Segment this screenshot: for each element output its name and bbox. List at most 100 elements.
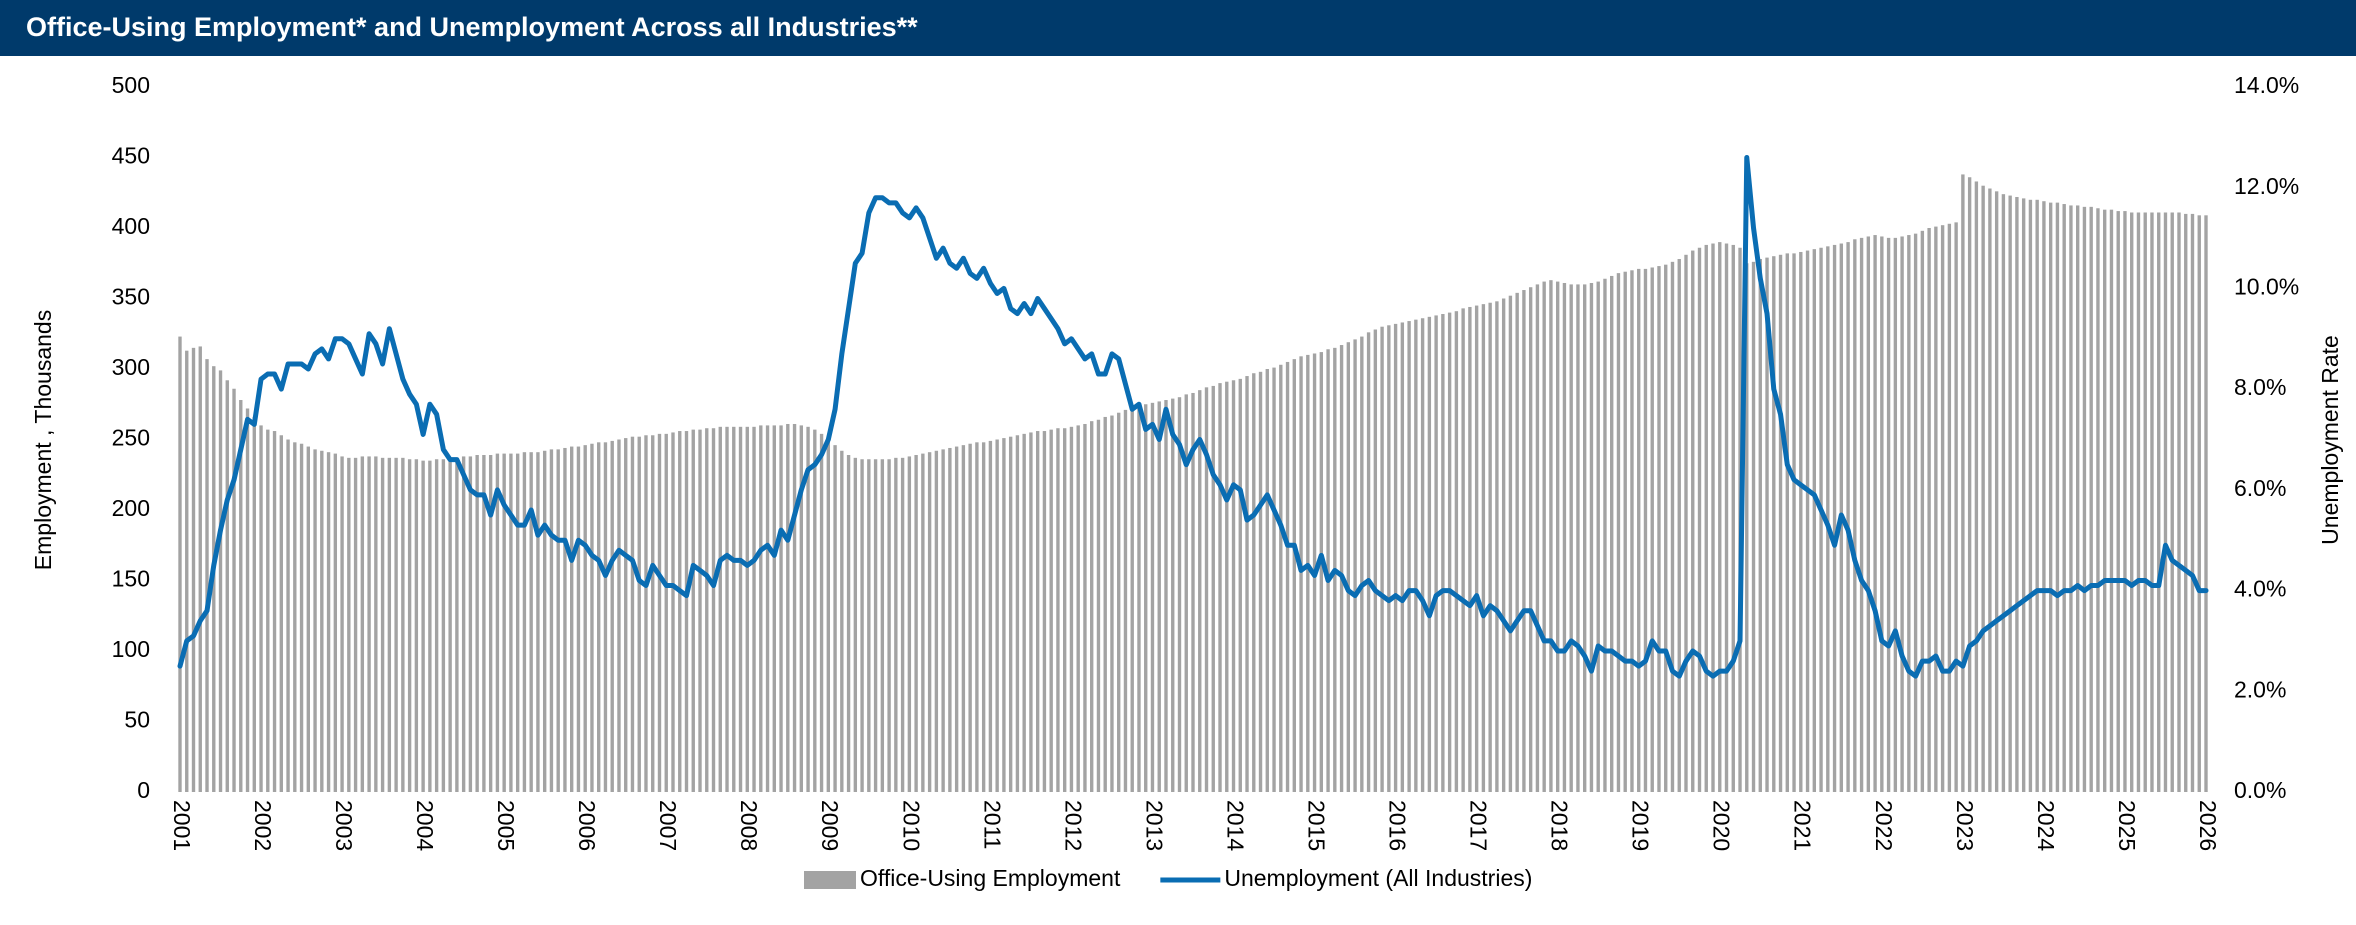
bar bbox=[2163, 212, 2168, 793]
bar bbox=[1441, 314, 1445, 792]
bar bbox=[1616, 273, 1621, 792]
bar bbox=[245, 408, 250, 792]
bar bbox=[1008, 436, 1013, 792]
bar bbox=[853, 457, 858, 792]
bar bbox=[887, 459, 891, 792]
bar bbox=[1893, 237, 1898, 792]
bar bbox=[2197, 215, 2201, 792]
bar bbox=[2042, 201, 2046, 792]
bar bbox=[2055, 202, 2060, 792]
bar bbox=[509, 453, 513, 792]
bar bbox=[1799, 251, 1803, 793]
bar bbox=[576, 446, 581, 792]
bar bbox=[299, 443, 304, 792]
bar bbox=[2130, 212, 2134, 793]
bar bbox=[1380, 326, 1384, 792]
bar bbox=[1569, 284, 1573, 792]
bar bbox=[1785, 253, 1789, 792]
y2-axis-title: Unemployment Rate bbox=[2317, 335, 2343, 545]
bar bbox=[428, 460, 432, 792]
bar bbox=[1035, 431, 1040, 792]
bar bbox=[880, 459, 885, 792]
x-tick-label: 2024 bbox=[2033, 800, 2059, 851]
bar bbox=[1886, 237, 1891, 792]
line bbox=[177, 155, 2209, 679]
bar bbox=[259, 425, 263, 792]
bar bbox=[1940, 225, 1945, 792]
bar bbox=[2028, 199, 2033, 793]
bar bbox=[2021, 198, 2026, 792]
bar bbox=[225, 380, 229, 792]
bar bbox=[1778, 254, 1783, 793]
bar bbox=[1056, 428, 1060, 792]
bar bbox=[1718, 242, 1722, 793]
bar bbox=[1393, 323, 1398, 792]
bar bbox=[232, 388, 236, 792]
bar bbox=[1812, 249, 1816, 792]
bar bbox=[178, 336, 182, 792]
bar bbox=[522, 452, 527, 792]
bar bbox=[1447, 312, 1452, 792]
x-tick-label: 2015 bbox=[1303, 800, 1329, 851]
bar bbox=[1508, 295, 1513, 792]
bar bbox=[711, 428, 716, 792]
bar bbox=[846, 455, 851, 792]
bar bbox=[387, 457, 392, 792]
bar bbox=[495, 453, 500, 792]
bar bbox=[1988, 188, 1992, 792]
bar bbox=[1231, 380, 1236, 792]
x-tick-label: 2018 bbox=[1547, 800, 1573, 851]
bar bbox=[536, 452, 540, 792]
bar bbox=[1090, 421, 1094, 792]
bar bbox=[1697, 247, 1702, 793]
bar bbox=[657, 433, 662, 792]
bar bbox=[1684, 254, 1688, 793]
bar bbox=[1643, 268, 1648, 792]
bar bbox=[678, 431, 682, 792]
bar bbox=[2008, 195, 2012, 792]
bar bbox=[1961, 174, 1965, 793]
bar bbox=[563, 447, 567, 792]
bar bbox=[981, 442, 986, 792]
bar bbox=[1670, 261, 1675, 793]
bar bbox=[2109, 209, 2114, 793]
x-tick-label: 2017 bbox=[1466, 800, 1492, 851]
bar bbox=[1103, 416, 1107, 792]
bar bbox=[718, 426, 722, 792]
bar bbox=[792, 423, 797, 792]
bar bbox=[1015, 435, 1020, 792]
bar bbox=[185, 350, 189, 792]
bar bbox=[833, 445, 837, 792]
bar bbox=[1859, 237, 1864, 792]
bar bbox=[1407, 321, 1411, 792]
bar bbox=[272, 431, 277, 792]
x-tick-label: 2011 bbox=[979, 800, 1005, 849]
bar bbox=[340, 456, 344, 792]
bar bbox=[2150, 212, 2154, 793]
bar bbox=[684, 431, 689, 792]
bar bbox=[239, 400, 243, 792]
bar bbox=[779, 425, 783, 792]
bar bbox=[1907, 235, 1911, 793]
y-axis-title: Employment , Thousands bbox=[30, 310, 56, 570]
legend-label: Office-Using Employment bbox=[860, 865, 1121, 891]
y-tick-label: 500 bbox=[112, 72, 150, 98]
bar bbox=[1238, 378, 1242, 792]
bar bbox=[421, 460, 425, 792]
bar bbox=[2204, 215, 2208, 792]
y-tick-label: 350 bbox=[112, 284, 150, 310]
bar bbox=[1920, 230, 1925, 792]
x-tick-label: 2014 bbox=[1222, 800, 1248, 851]
x-tick-label: 2023 bbox=[1952, 800, 1978, 851]
x-tick-label: 2001 bbox=[169, 800, 195, 851]
bar bbox=[1366, 332, 1371, 792]
x-tick-label: 2016 bbox=[1385, 800, 1411, 851]
bar bbox=[360, 456, 365, 792]
bar bbox=[1947, 223, 1952, 792]
y2-tick-label: 2.0% bbox=[2234, 676, 2286, 702]
bar bbox=[1731, 244, 1735, 793]
bar bbox=[2103, 209, 2107, 793]
bar bbox=[1468, 306, 1472, 792]
x-tick-label: 2006 bbox=[574, 800, 600, 851]
